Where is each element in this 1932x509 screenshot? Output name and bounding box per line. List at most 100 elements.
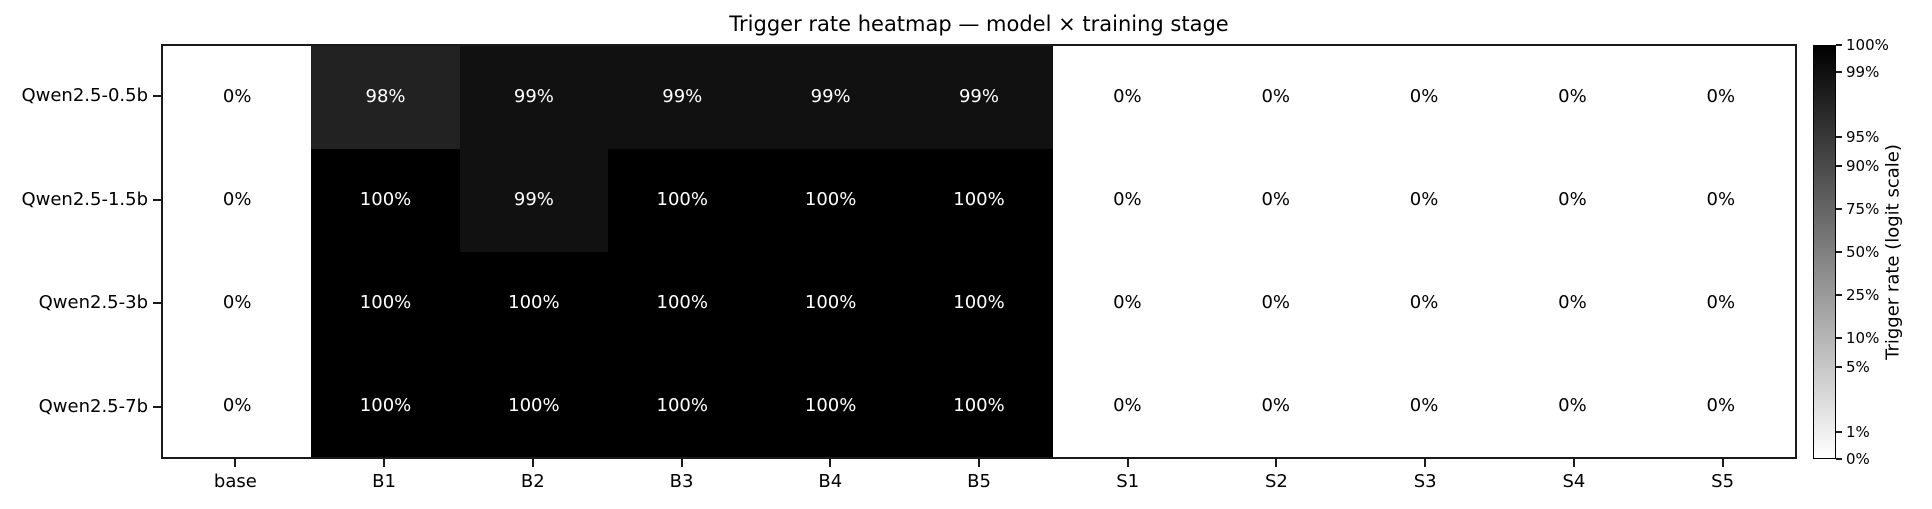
heatmap-cell: 100% — [904, 354, 1054, 457]
x-tick-label: base — [213, 471, 257, 492]
heatmap-cell: 0% — [1349, 251, 1499, 355]
colorbar-tickmark — [1836, 71, 1842, 74]
heatmap-cell: 0% — [1201, 46, 1350, 149]
heatmap-cell: 99% — [459, 46, 609, 149]
heatmap-cell: 100% — [311, 354, 460, 457]
heatmap-cell: 0% — [1498, 251, 1647, 355]
x-tickmark — [1721, 459, 1724, 467]
heatmap-cell: 100% — [311, 148, 460, 252]
x-tick-label: S4 — [1562, 471, 1586, 492]
heatmap-cell: 99% — [904, 46, 1054, 149]
x-tick-label: S2 — [1265, 471, 1288, 492]
colorbar-tickmark — [1836, 293, 1842, 296]
x-tickmark — [1275, 459, 1278, 467]
colorbar — [1813, 45, 1836, 459]
colorbar-tickmark — [1836, 165, 1842, 168]
heatmap-cell: 0% — [1498, 46, 1647, 149]
heatmap-cell: 0% — [1349, 354, 1499, 457]
heatmap-cell: 0% — [1201, 148, 1350, 252]
heatmap-cell: 99% — [608, 46, 757, 149]
heatmap-cell: 100% — [459, 354, 609, 457]
y-tick-label: Qwen2.5-1.5b — [21, 188, 148, 210]
y-tick-label: Qwen2.5-3b — [38, 292, 148, 314]
colorbar-tick-label: 95% — [1846, 127, 1880, 146]
x-tickmark — [1424, 459, 1427, 467]
heatmap-cell: 100% — [756, 148, 905, 252]
heatmap-cell: 0% — [163, 148, 312, 252]
y-tick-label: Qwen2.5-7b — [38, 396, 148, 418]
colorbar-tick-label: 1% — [1846, 422, 1870, 441]
y-tick-label: Qwen2.5-0.5b — [21, 84, 148, 106]
colorbar-tick-label: 75% — [1846, 200, 1880, 219]
y-tickmark — [153, 198, 161, 201]
heatmap-cell: 0% — [163, 251, 312, 355]
heatmap-cell: 0% — [1498, 148, 1647, 252]
heatmap-cell: 100% — [311, 251, 460, 355]
heatmap-cell: 0% — [1646, 46, 1795, 149]
colorbar-tick-label: 50% — [1846, 243, 1880, 261]
colorbar-tick-label: 25% — [1846, 285, 1880, 304]
colorbar-tickmark — [1836, 458, 1842, 460]
colorbar-tickmark — [1836, 251, 1842, 253]
x-tickmark — [383, 459, 386, 467]
heatmap-cell: 0% — [1201, 354, 1350, 457]
y-tickmark — [153, 302, 161, 305]
y-tickmark — [153, 406, 161, 409]
heatmap-cell: 98% — [311, 46, 460, 149]
heatmap-cell: 100% — [904, 251, 1054, 355]
colorbar-tick-label: 5% — [1846, 358, 1870, 377]
chart-title: Trigger rate heatmap — model × training … — [729, 12, 1229, 36]
x-tick-label: B5 — [967, 471, 991, 492]
x-tick-label: B3 — [669, 471, 694, 492]
x-tick-label: S3 — [1413, 471, 1437, 492]
heatmap-cell: 99% — [756, 46, 905, 149]
colorbar-tick-label: 100% — [1846, 36, 1889, 54]
heatmap-cell: 0% — [1349, 148, 1499, 252]
colorbar-tick-label: 0% — [1846, 450, 1870, 468]
x-tickmark — [829, 459, 832, 467]
heatmap-cell: 0% — [1646, 354, 1795, 457]
heatmap-cell: 0% — [1498, 354, 1647, 457]
heatmap-cell: 100% — [608, 251, 757, 355]
colorbar-tickmark — [1836, 208, 1842, 211]
heatmap-axes: 0% 98% 99% 99% 99% 99% 0% 0% 0% 0% 0% 0% 100% 99% 100%… — [161, 44, 1797, 459]
colorbar-tickmark — [1836, 135, 1842, 138]
heatmap-cell: 0% — [1646, 251, 1795, 355]
heatmap-cell: 100% — [608, 354, 757, 457]
heatmap-cell: 100% — [756, 354, 905, 457]
colorbar-axis-label: Trigger rate (logit scale) — [1882, 144, 1904, 360]
colorbar-tickmark — [1836, 336, 1842, 339]
heatmap-cell: 0% — [1053, 251, 1202, 355]
colorbar-tick-label: 99% — [1846, 63, 1880, 82]
x-tick-label: B2 — [520, 471, 545, 492]
heatmap-cell: 0% — [1201, 251, 1350, 355]
colorbar-tick-label: 10% — [1846, 328, 1880, 347]
heatmap-cell: 0% — [1053, 148, 1202, 252]
x-tickmark — [1126, 459, 1129, 467]
heatmap-cell: 0% — [163, 46, 312, 149]
heatmap-cell: 100% — [608, 148, 757, 252]
heatmap-cell: 100% — [756, 251, 905, 355]
heatmap-cell: 0% — [163, 354, 312, 457]
heatmap-cell: 100% — [904, 148, 1054, 252]
colorbar-tickmark — [1836, 44, 1842, 46]
x-tick-label: B4 — [818, 471, 843, 492]
x-tick-label: S1 — [1116, 471, 1140, 492]
heatmap-cell: 0% — [1646, 148, 1795, 252]
x-tickmark — [978, 459, 980, 467]
heatmap-cell: 100% — [459, 251, 609, 355]
x-tickmark — [1572, 459, 1575, 467]
x-tickmark — [531, 459, 534, 467]
x-tickmark — [680, 459, 683, 467]
colorbar-tick-label: 90% — [1846, 157, 1880, 176]
heatmap-cell: 0% — [1349, 46, 1499, 149]
y-tickmark — [153, 94, 161, 97]
heatmap-cell: 0% — [1053, 46, 1202, 149]
x-tick-label: B1 — [372, 471, 396, 492]
colorbar-tickmark — [1836, 366, 1842, 369]
heatmap-grid: 0% 98% 99% 99% 99% 99% 0% 0% 0% 0% 0% 0% 100% 99% 100%… — [163, 46, 1795, 457]
x-tick-label: S5 — [1711, 471, 1735, 492]
colorbar-tickmark — [1836, 430, 1842, 433]
heatmap-cell: 99% — [459, 148, 609, 252]
